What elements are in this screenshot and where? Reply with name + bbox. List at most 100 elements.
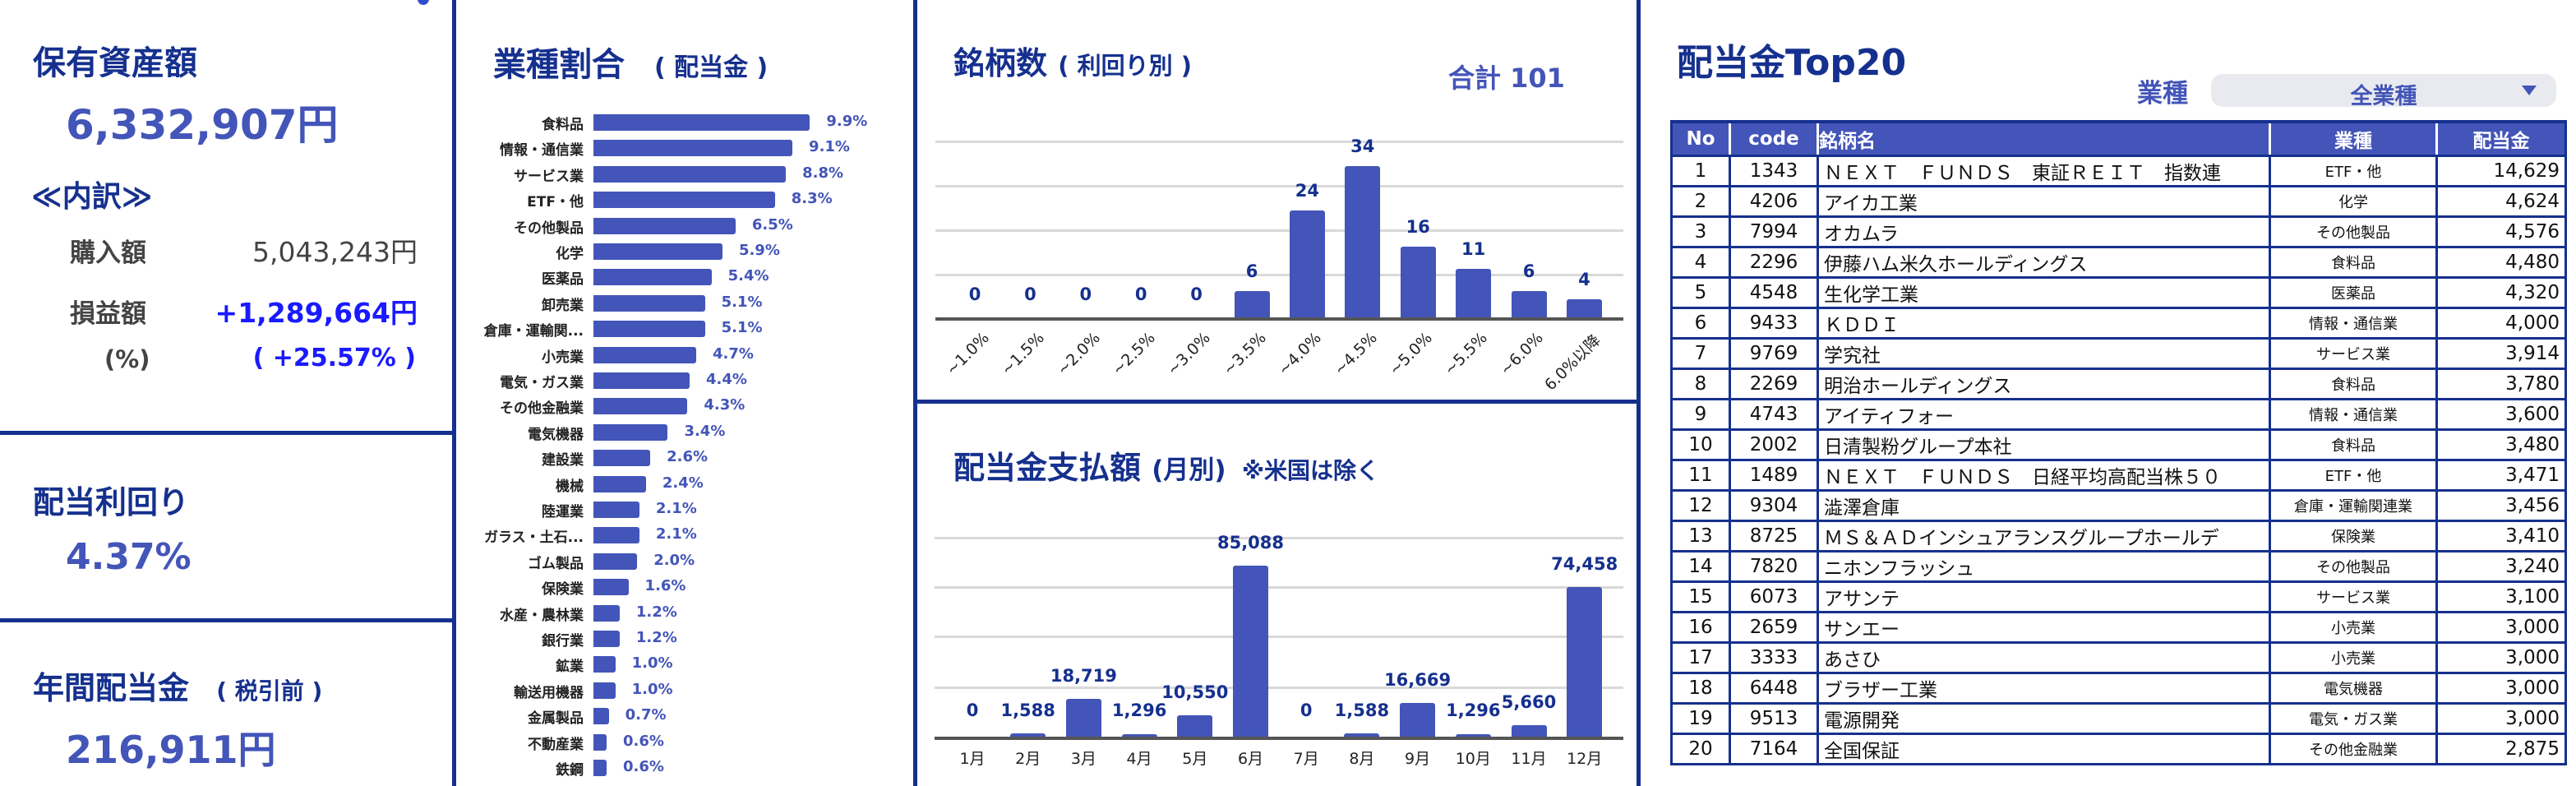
industry-bar-row: 情報・通信業 9.1% xyxy=(460,136,904,161)
table-row[interactable]: 9 4743 アイティフォー 情報・通信業 3,600 xyxy=(1670,398,2567,431)
industry-bar-row: ガラス・土石... 2.1% xyxy=(460,523,904,548)
industry-bar-label: 小売業 xyxy=(542,349,584,366)
col-header-name[interactable]: 銘柄名 xyxy=(1817,120,2271,157)
table-row[interactable]: 12 9304 澁澤倉庫 倉庫・運輸関連業 3,456 xyxy=(1670,489,2567,522)
industry-bar[interactable] xyxy=(593,372,690,389)
col-header-industry[interactable]: 業種 xyxy=(2269,120,2438,157)
industry-bar[interactable] xyxy=(593,346,697,363)
industry-bar[interactable] xyxy=(593,165,787,183)
industry-bar-row: 卸売業 5.1% xyxy=(460,291,904,317)
table-row[interactable]: 2 4206 アイカ工業 化学 4,624 xyxy=(1670,185,2567,218)
table-row[interactable]: 5 4548 生化学工業 医薬品 4,320 xyxy=(1670,276,2567,309)
cell-code: 9513 xyxy=(1729,702,1819,735)
column-bar[interactable] xyxy=(1177,715,1213,737)
pl-pct-value: ( +25.57% ) xyxy=(252,344,416,372)
table-row[interactable]: 16 2659 サンエー 小売業 3,000 xyxy=(1670,611,2567,644)
column-bar[interactable] xyxy=(1234,290,1270,317)
cell-no: 7 xyxy=(1670,337,1731,370)
industry-bar[interactable] xyxy=(593,682,616,699)
table-row[interactable]: 10 2002 日清製粉グループ本社 食料品 3,480 xyxy=(1670,428,2567,461)
column-bar[interactable] xyxy=(1567,586,1603,737)
industry-bar[interactable] xyxy=(593,553,638,570)
column-bar[interactable] xyxy=(1566,299,1602,317)
column-bar[interactable] xyxy=(1121,733,1157,737)
table-row[interactable]: 14 7820 ニホンフラッシュ その他製品 3,240 xyxy=(1670,550,2567,583)
industry-filter-dropdown[interactable]: 全業種 xyxy=(2211,74,2556,109)
industry-bar[interactable] xyxy=(593,192,775,209)
col-header-dividend[interactable]: 配当金 xyxy=(2435,120,2567,157)
table-row[interactable]: 1 1343 ＮＥＸＴ ＦＵＮＤＳ 東証ＲＥＩＴ 指数連 ETF・他 14,629 xyxy=(1670,155,2567,187)
column-bar[interactable] xyxy=(1511,725,1547,737)
industry-bar[interactable] xyxy=(593,140,793,157)
column-value-label: 0 xyxy=(1190,284,1203,304)
cell-industry: 情報・通信業 xyxy=(2269,307,2438,340)
cell-code: 6073 xyxy=(1729,580,1819,613)
industry-bar[interactable] xyxy=(593,294,705,312)
table-row[interactable]: 17 3333 あさひ 小売業 3,000 xyxy=(1670,641,2567,674)
industry-bar[interactable] xyxy=(593,217,736,234)
industry-bar[interactable] xyxy=(593,708,609,725)
col-header-code[interactable]: code xyxy=(1729,120,1819,157)
industry-bar[interactable] xyxy=(593,321,705,338)
industry-bar[interactable] xyxy=(593,114,810,131)
column-value-label: 1,588 xyxy=(1000,700,1055,720)
annual-value: 216,911円 xyxy=(66,728,276,772)
industry-bar[interactable] xyxy=(593,269,712,286)
cell-no: 5 xyxy=(1670,276,1731,309)
column-value-label: 0 xyxy=(1024,284,1036,304)
cell-dividend: 4,320 xyxy=(2435,276,2567,309)
table-row[interactable]: 7 9769 学究社 サービス業 3,914 xyxy=(1670,337,2567,370)
table-row[interactable]: 15 6073 アサンテ サービス業 3,100 xyxy=(1670,580,2567,613)
table-row[interactable]: 18 6448 ブラザー工業 電気機器 3,000 xyxy=(1670,672,2567,705)
industry-bar[interactable] xyxy=(593,656,616,673)
industry-bar[interactable] xyxy=(593,502,639,518)
col-header-no[interactable]: No xyxy=(1670,120,1731,157)
table-row[interactable]: 8 2269 明治ホールディングス 食料品 3,780 xyxy=(1670,368,2567,400)
column-bar[interactable] xyxy=(1400,703,1436,737)
industry-bar[interactable] xyxy=(593,579,629,596)
cell-no: 6 xyxy=(1670,307,1731,340)
industry-bar[interactable] xyxy=(593,631,620,647)
industry-bar[interactable] xyxy=(593,398,688,415)
industry-bar[interactable] xyxy=(593,475,646,492)
industry-bar[interactable] xyxy=(593,243,722,260)
industry-bar-label: 食料品 xyxy=(542,117,584,133)
industry-title-sub: ( 配当金 ) xyxy=(653,53,769,82)
industry-bar-value: 9.1% xyxy=(809,138,850,156)
table-row[interactable]: 20 7164 全国保証 その他金融業 2,875 xyxy=(1670,733,2567,765)
x-axis-tick-label: ~6.0% xyxy=(1496,329,1547,379)
x-axis-tick-label: ~4.5% xyxy=(1330,329,1381,379)
scroll-handle-dot[interactable] xyxy=(418,0,429,5)
column-bar[interactable] xyxy=(1511,290,1547,317)
cell-name: ニホンフラッシュ xyxy=(1817,550,2271,583)
cell-dividend: 3,000 xyxy=(2435,611,2567,644)
column-bar[interactable] xyxy=(1455,733,1491,737)
industry-bar[interactable] xyxy=(593,604,620,622)
table-row[interactable]: 13 8725 ＭＳ＆ＡＤインシュアランスグループホールデ 保険業 3,410 xyxy=(1670,520,2567,553)
table-row[interactable]: 19 9513 電源開発 電気・ガス業 3,000 xyxy=(1670,702,2567,735)
cell-no: 16 xyxy=(1670,611,1731,644)
column-bar[interactable] xyxy=(1456,268,1492,317)
column-value-label: 4 xyxy=(1578,270,1590,290)
table-row[interactable]: 6 9433 ＫＤＤＩ 情報・通信業 4,000 xyxy=(1670,307,2567,340)
industry-bar-label: 建設業 xyxy=(542,452,584,469)
table-row[interactable]: 3 7994 オカムラ その他製品 4,576 xyxy=(1670,215,2567,248)
industry-bar[interactable] xyxy=(593,450,651,467)
column-bar[interactable] xyxy=(1345,166,1381,317)
industry-bar[interactable] xyxy=(593,733,607,751)
industry-bar[interactable] xyxy=(593,760,607,776)
industry-bar[interactable] xyxy=(593,527,639,544)
column-bar[interactable] xyxy=(1289,210,1325,317)
column-bar[interactable] xyxy=(1400,246,1436,317)
table-row[interactable]: 11 1489 ＮＥＸＴ ＦＵＮＤＳ 日経平均高配当株５０ ETF・他 3,471 xyxy=(1670,459,2567,492)
table-row[interactable]: 4 2296 伊藤ハム米久ホールディングス 食料品 4,480 xyxy=(1670,246,2567,279)
top20-title: 配当金Top20 xyxy=(1677,42,1907,84)
column-bar[interactable] xyxy=(1233,565,1268,737)
monthly-title-main: 配当金支払額 xyxy=(953,450,1142,486)
industry-bar[interactable] xyxy=(593,423,668,441)
industry-bar-value: 1.0% xyxy=(631,680,673,698)
column-bar[interactable] xyxy=(1344,733,1380,737)
column-bar[interactable] xyxy=(1010,733,1046,737)
cell-dividend: 3,914 xyxy=(2435,337,2567,370)
column-bar[interactable] xyxy=(1065,699,1101,737)
